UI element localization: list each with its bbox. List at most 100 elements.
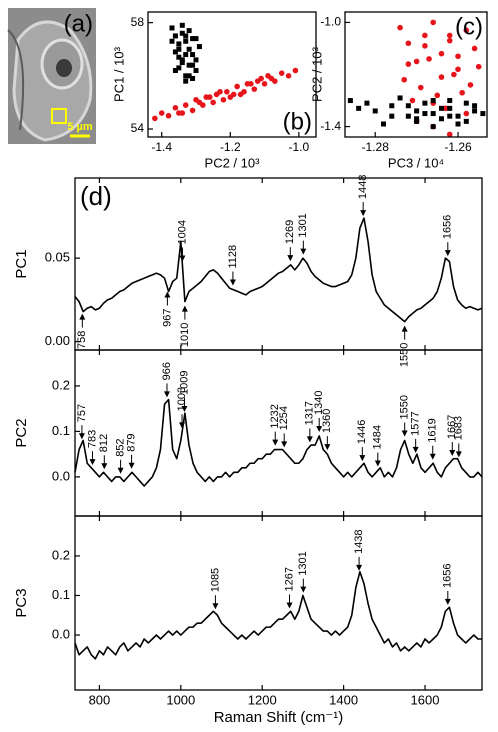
point bbox=[176, 65, 182, 71]
annotation-label: 1004 bbox=[176, 220, 188, 244]
arrowhead bbox=[89, 459, 96, 466]
point bbox=[459, 89, 465, 96]
point bbox=[356, 105, 362, 111]
point bbox=[463, 27, 470, 34]
point bbox=[446, 32, 453, 39]
point bbox=[372, 108, 378, 114]
point bbox=[447, 113, 453, 119]
arrowhead bbox=[179, 255, 186, 262]
point bbox=[224, 88, 230, 95]
point bbox=[347, 98, 353, 104]
point bbox=[426, 56, 432, 62]
panel-label: (c) bbox=[455, 13, 483, 40]
y-tick-label: 0.2 bbox=[52, 547, 70, 562]
arrowhead bbox=[181, 405, 188, 412]
point bbox=[422, 100, 428, 106]
arrowhead bbox=[306, 436, 313, 443]
point bbox=[480, 111, 486, 117]
point bbox=[430, 19, 436, 26]
annotation-label: 1550 bbox=[399, 395, 411, 419]
arrowhead bbox=[286, 602, 293, 609]
point bbox=[413, 58, 420, 65]
point bbox=[467, 82, 474, 88]
x-tick-label: -1.28 bbox=[362, 140, 390, 154]
arrowhead bbox=[316, 425, 323, 432]
annotation-label: 1360 bbox=[321, 409, 333, 433]
arrowhead bbox=[300, 586, 307, 593]
point bbox=[447, 98, 453, 104]
panel-label: (a) bbox=[64, 10, 93, 37]
point bbox=[172, 33, 178, 39]
region-marker bbox=[51, 108, 67, 124]
annotation-label: 1340 bbox=[313, 390, 325, 414]
point bbox=[422, 43, 428, 49]
point bbox=[438, 116, 444, 122]
point bbox=[438, 74, 445, 80]
annotation-label: 1656 bbox=[442, 563, 454, 587]
point bbox=[217, 88, 223, 95]
plot-frame bbox=[344, 11, 488, 138]
annotation-label: 757 bbox=[76, 404, 88, 422]
x-tick-label: 1600 bbox=[411, 692, 440, 707]
x-tick-label: 1400 bbox=[329, 692, 358, 707]
arrowhead bbox=[401, 430, 408, 437]
arrowhead bbox=[444, 598, 451, 605]
point bbox=[176, 41, 182, 47]
point bbox=[405, 40, 412, 47]
point bbox=[389, 103, 395, 109]
plot-frame bbox=[147, 11, 317, 138]
y-axis-label: PC2 bbox=[13, 418, 30, 447]
spectrum bbox=[74, 570, 482, 660]
arrowhead bbox=[101, 463, 108, 470]
annotation-label: 1232 bbox=[269, 404, 281, 428]
annotation-label: 1619 bbox=[427, 418, 439, 442]
point bbox=[186, 28, 192, 34]
y-axis-label: PC1 / 10³ bbox=[111, 46, 126, 102]
x-tick-label: -1.4 bbox=[151, 140, 172, 154]
x-tick-label: -1.2 bbox=[220, 140, 241, 154]
y-tick-label: 0.1 bbox=[52, 587, 70, 602]
point bbox=[179, 57, 185, 63]
arrowhead bbox=[163, 391, 170, 398]
y-tick-label: 0.00 bbox=[45, 333, 70, 348]
point bbox=[455, 113, 461, 119]
point bbox=[405, 113, 411, 119]
point bbox=[182, 102, 189, 108]
arrowhead bbox=[272, 439, 279, 446]
point bbox=[446, 37, 453, 44]
nucleolus bbox=[56, 59, 72, 77]
point bbox=[179, 110, 186, 116]
annotation-label: 1667 bbox=[446, 415, 458, 439]
annotation-label: 1301 bbox=[297, 551, 309, 575]
arrowhead bbox=[287, 255, 294, 262]
point bbox=[172, 49, 178, 55]
point bbox=[190, 36, 196, 42]
point bbox=[405, 61, 412, 67]
arrowhead bbox=[359, 455, 366, 462]
arrowhead bbox=[360, 210, 367, 217]
annotation-label: 1446 bbox=[356, 420, 368, 444]
arrowhead bbox=[444, 250, 451, 257]
arrowhead bbox=[229, 279, 236, 286]
plot-frame bbox=[74, 177, 483, 351]
spectrum bbox=[74, 398, 483, 487]
scale-bar-label: 5 µm bbox=[67, 121, 93, 133]
point bbox=[210, 99, 216, 106]
point bbox=[176, 46, 182, 52]
point bbox=[268, 75, 275, 82]
point bbox=[251, 86, 258, 92]
y-tick-label: 58 bbox=[131, 15, 145, 29]
spectrum bbox=[74, 217, 483, 323]
annotation-label: 1301 bbox=[297, 213, 309, 237]
y-tick-label: 0.2 bbox=[52, 377, 70, 392]
annotation-label: 1085 bbox=[209, 568, 221, 592]
point bbox=[447, 105, 453, 111]
annotation-label: 1128 bbox=[227, 245, 239, 269]
annotation-label: 1683 bbox=[453, 416, 465, 440]
point bbox=[186, 46, 192, 52]
point bbox=[451, 71, 457, 78]
annotation-label: 1656 bbox=[442, 215, 454, 239]
panel-label: (b) bbox=[283, 108, 312, 135]
point bbox=[206, 94, 213, 100]
y-axis-label: PC2 / 10³ bbox=[309, 46, 324, 102]
